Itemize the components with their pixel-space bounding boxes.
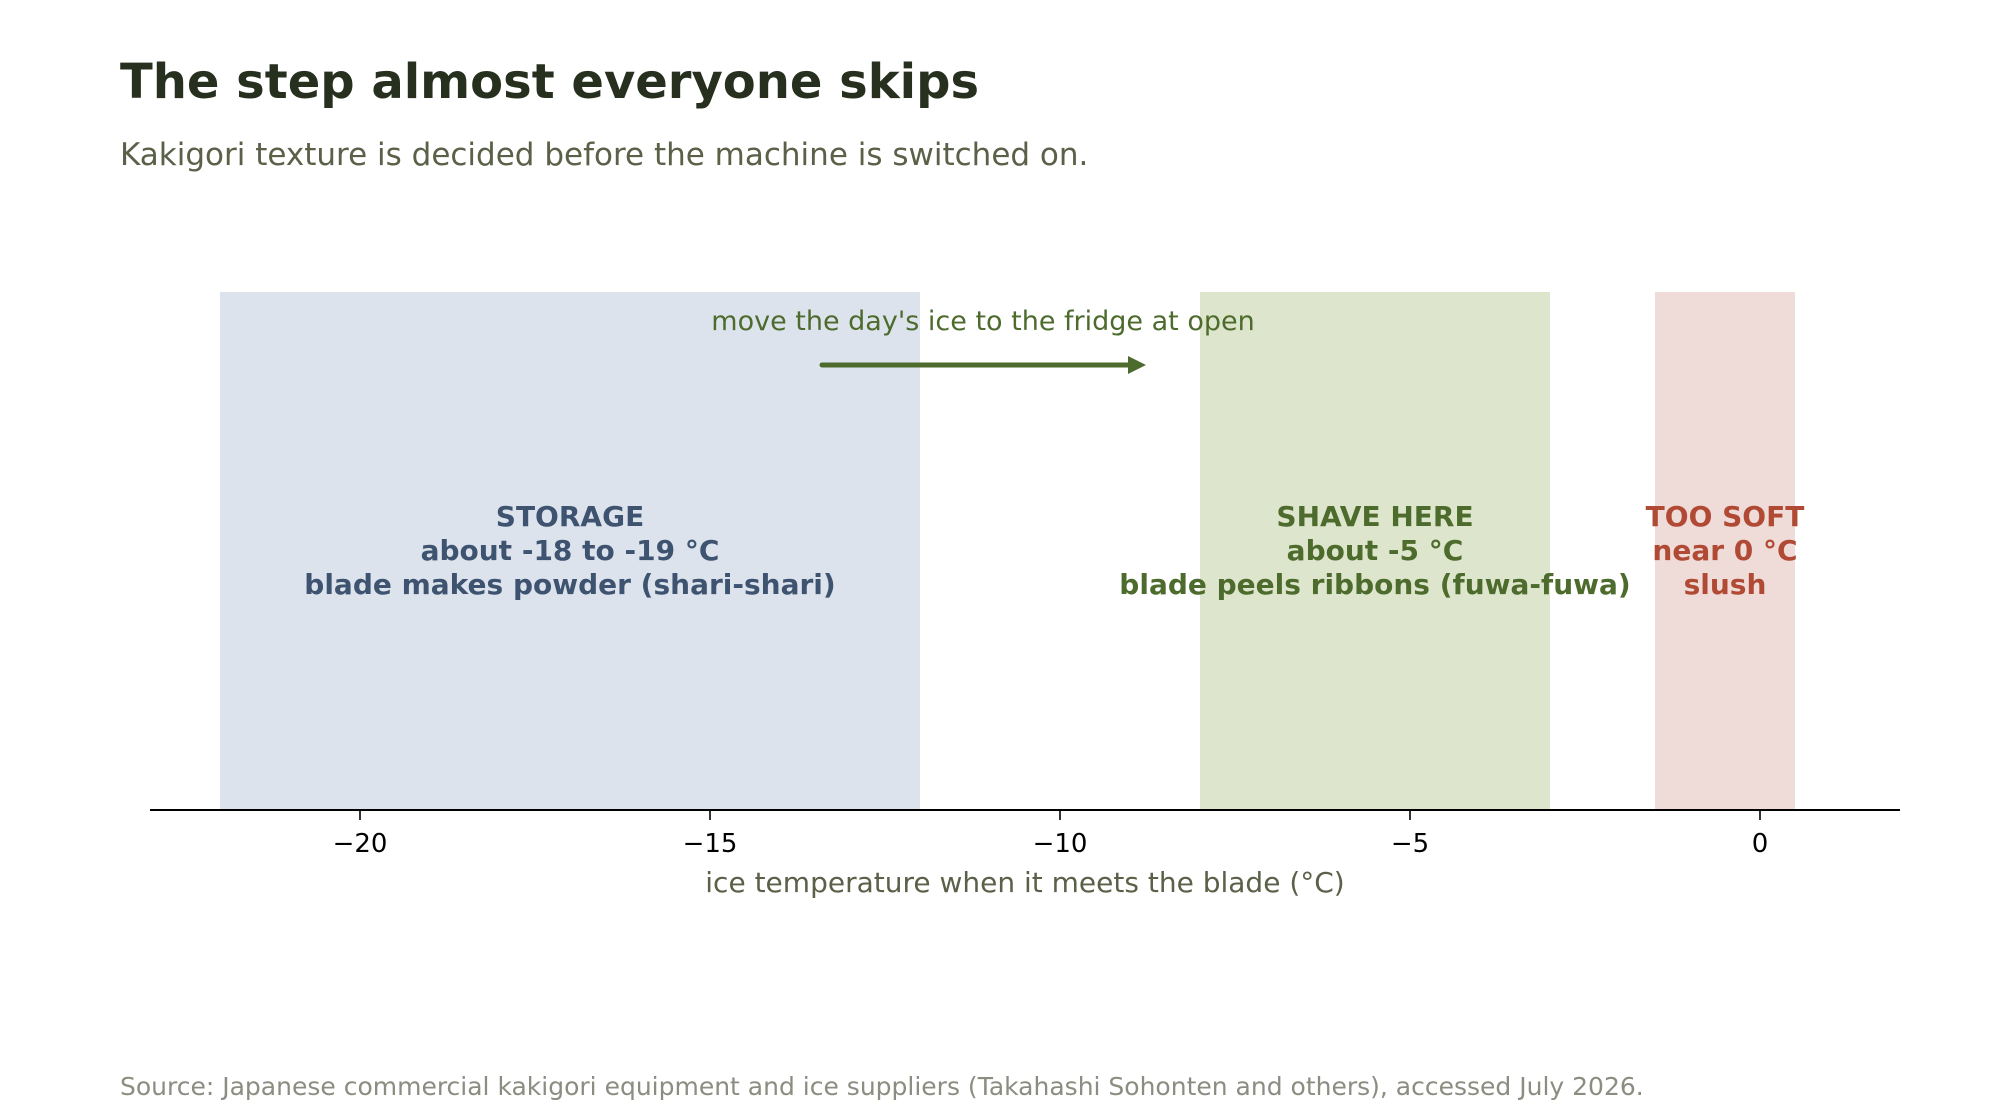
zone-label-soft: slush xyxy=(1684,568,1767,601)
x-axis-label: ice temperature when it meets the blade … xyxy=(705,866,1344,899)
zone-band-shave xyxy=(1200,292,1550,810)
chart-subtitle: Kakigori texture is decided before the m… xyxy=(120,137,1088,173)
x-tick-label: 0 xyxy=(1752,829,1769,859)
source-note: Source: Japanese commercial kakigori equ… xyxy=(120,1072,1644,1101)
annotation-arrowhead xyxy=(1128,356,1146,374)
zone-label-storage: about -18 to -19 °C xyxy=(421,534,720,567)
zone-band-soft xyxy=(1655,292,1795,810)
zone-label-storage: blade makes powder (shari-shari) xyxy=(304,568,835,601)
zone-label-soft: TOO SOFT xyxy=(1646,500,1805,533)
zone-label-soft: near 0 °C xyxy=(1652,534,1797,567)
x-tick-label: −15 xyxy=(683,829,738,859)
chart-title: The step almost everyone skips xyxy=(120,54,979,110)
zone-band-storage xyxy=(220,292,920,810)
zone-label-shave: SHAVE HERE xyxy=(1276,500,1473,533)
annotation-text: move the day's ice to the fridge at open xyxy=(711,306,1254,337)
zone-label-shave: about -5 °C xyxy=(1287,534,1464,567)
x-tick-label: −20 xyxy=(333,829,388,859)
zone-label-shave: blade peels ribbons (fuwa-fuwa) xyxy=(1119,568,1630,601)
x-tick-label: −5 xyxy=(1391,829,1429,859)
x-tick-label: −10 xyxy=(1033,829,1088,859)
zone-label-storage: STORAGE xyxy=(496,500,644,533)
